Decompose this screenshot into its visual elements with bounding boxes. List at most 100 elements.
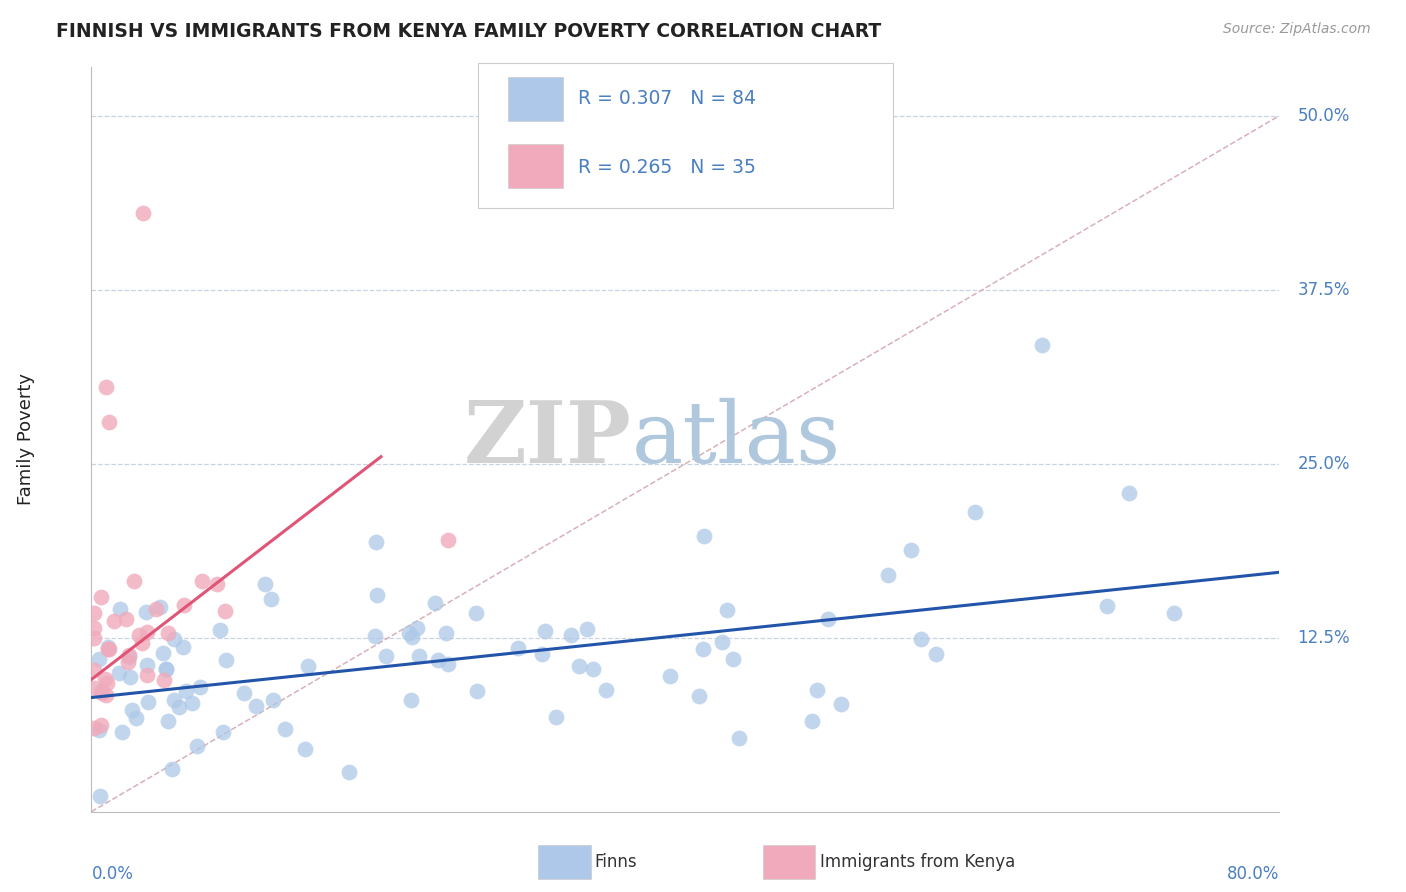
Text: Family Poverty: Family Poverty: [17, 374, 35, 505]
Point: [152, 673, 174, 687]
Point: [97, 640, 120, 655]
Point: [135, 667, 157, 681]
Point: [531, 647, 554, 661]
Point: [83, 663, 105, 677]
Point: [118, 670, 141, 684]
Text: atlas: atlas: [631, 398, 841, 481]
Point: [800, 714, 823, 729]
Point: [533, 624, 555, 639]
Point: [427, 653, 450, 667]
Point: [910, 632, 932, 646]
Point: [692, 641, 714, 656]
Point: [163, 692, 186, 706]
Point: [149, 599, 172, 614]
Point: [806, 683, 828, 698]
Point: [90, 590, 112, 604]
Point: [107, 665, 129, 680]
Point: [90, 683, 112, 698]
Point: [877, 567, 900, 582]
Point: [96, 676, 118, 690]
Point: [215, 653, 238, 667]
Point: [710, 635, 733, 649]
Point: [399, 693, 422, 707]
Text: 37.5%: 37.5%: [1298, 281, 1350, 299]
Point: [131, 636, 153, 650]
Point: [93, 672, 115, 686]
Text: Finns: Finns: [595, 853, 637, 871]
Point: [145, 601, 167, 615]
Point: [157, 626, 180, 640]
Point: [174, 683, 197, 698]
Text: 50.0%: 50.0%: [1298, 107, 1350, 125]
Text: 0.0%: 0.0%: [91, 864, 134, 882]
Point: [121, 703, 143, 717]
Point: [172, 640, 194, 654]
Point: [111, 724, 134, 739]
Text: R = 0.307   N = 84: R = 0.307 N = 84: [578, 89, 756, 109]
Point: [155, 663, 177, 677]
Point: [122, 574, 145, 588]
Point: [96, 380, 118, 394]
Point: [274, 722, 297, 736]
Point: [97, 642, 120, 657]
Point: [262, 693, 284, 707]
Point: [364, 629, 387, 643]
Point: [83, 606, 105, 620]
Point: [160, 763, 183, 777]
Point: [136, 625, 159, 640]
Point: [135, 657, 157, 672]
Point: [374, 649, 396, 664]
Text: FINNISH VS IMMIGRANTS FROM KENYA FAMILY POVERTY CORRELATION CHART: FINNISH VS IMMIGRANTS FROM KENYA FAMILY …: [56, 22, 882, 41]
Point: [211, 724, 233, 739]
Point: [900, 543, 922, 558]
Point: [595, 683, 617, 698]
Point: [138, 696, 160, 710]
Point: [108, 602, 131, 616]
Point: [963, 505, 986, 519]
Point: [260, 591, 283, 606]
Point: [560, 628, 582, 642]
Point: [925, 648, 948, 662]
FancyBboxPatch shape: [509, 144, 562, 187]
Point: [658, 669, 681, 683]
Point: [209, 624, 232, 638]
Point: [169, 700, 191, 714]
Point: [152, 646, 174, 660]
Point: [94, 688, 117, 702]
Point: [506, 640, 529, 655]
Point: [83, 622, 105, 636]
Point: [434, 625, 457, 640]
Text: ZIP: ZIP: [464, 397, 631, 482]
FancyBboxPatch shape: [509, 77, 562, 120]
Point: [546, 710, 568, 724]
Point: [465, 607, 488, 621]
Point: [294, 742, 316, 756]
Point: [297, 659, 319, 673]
Point: [98, 415, 121, 429]
Point: [89, 723, 111, 737]
Point: [568, 659, 591, 673]
Point: [89, 789, 111, 803]
Point: [817, 612, 839, 626]
Point: [1163, 606, 1185, 620]
Point: [163, 632, 186, 646]
Point: [423, 596, 446, 610]
Point: [337, 765, 360, 780]
Text: 25.0%: 25.0%: [1298, 455, 1350, 473]
Point: [134, 606, 156, 620]
FancyBboxPatch shape: [478, 63, 893, 209]
Point: [405, 621, 427, 635]
Point: [693, 528, 716, 542]
Point: [205, 577, 228, 591]
Text: Source: ZipAtlas.com: Source: ZipAtlas.com: [1223, 22, 1371, 37]
Point: [181, 696, 204, 710]
Point: [436, 533, 458, 548]
Point: [254, 576, 277, 591]
Point: [83, 631, 105, 645]
Text: R = 0.265   N = 35: R = 0.265 N = 35: [578, 158, 756, 177]
Text: Immigrants from Kenya: Immigrants from Kenya: [820, 853, 1015, 871]
Point: [91, 685, 114, 699]
Point: [465, 684, 488, 698]
Point: [173, 598, 195, 612]
Point: [97, 641, 120, 656]
